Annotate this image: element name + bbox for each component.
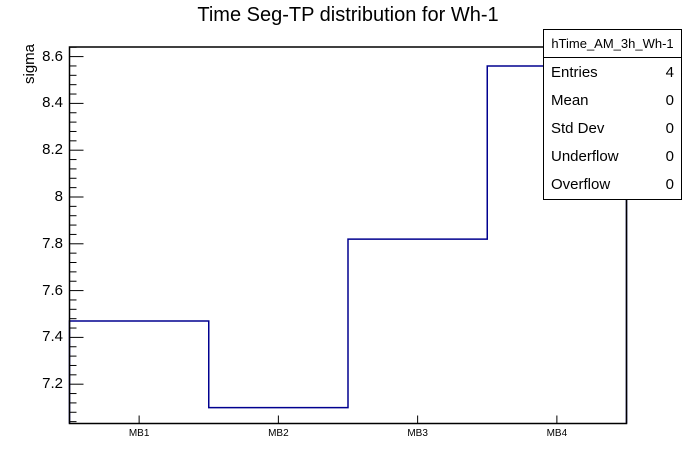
- stats-row: Underflow 0: [544, 142, 681, 170]
- stats-row: Entries 4: [544, 58, 681, 86]
- stat-label: Std Dev: [551, 119, 605, 137]
- y-tick-label: 8.6: [42, 47, 63, 65]
- y-tick-label: 7.2: [42, 375, 63, 393]
- y-tick-label: 7.8: [42, 234, 63, 252]
- stat-label: Overflow: [551, 175, 611, 193]
- y-tick-label: 8: [54, 187, 63, 205]
- stats-box: hTime_AM_3h_Wh-1 Entries 4 Mean 0 Std Dev 0 Un…: [543, 29, 682, 200]
- y-tick-label: 7.6: [42, 281, 63, 299]
- y-tick-label: 8.4: [42, 94, 63, 112]
- x-tick-label: MB3: [407, 428, 428, 439]
- x-tick-label: MB2: [268, 428, 289, 439]
- stats-row: Mean 0: [544, 86, 681, 114]
- y-tick-label: 8.2: [42, 141, 63, 159]
- stats-box-title: hTime_AM_3h_Wh-1: [544, 30, 681, 58]
- y-tick-label: 7.4: [42, 328, 63, 346]
- stats-row: Std Dev 0: [544, 114, 681, 142]
- plot-frame: [68, 46, 628, 425]
- stats-rows: Entries 4 Mean 0 Std Dev 0 Underflow 0 Overflow 0: [544, 58, 681, 198]
- stat-label: Underflow: [551, 147, 619, 165]
- stat-value: 4: [665, 63, 674, 81]
- chart-title: Time Seg-TP distribution for Wh-1: [197, 4, 499, 26]
- stat-value: 0: [665, 175, 674, 193]
- stat-label: Entries: [551, 63, 598, 81]
- stat-value: 0: [665, 147, 674, 165]
- stat-value: 0: [665, 119, 674, 137]
- stats-row: Overflow 0: [544, 170, 681, 198]
- stat-label: Mean: [551, 91, 589, 109]
- x-tick-label: MB1: [128, 428, 150, 439]
- x-tick-label: MB4: [546, 428, 568, 439]
- stat-value: 0: [665, 91, 674, 109]
